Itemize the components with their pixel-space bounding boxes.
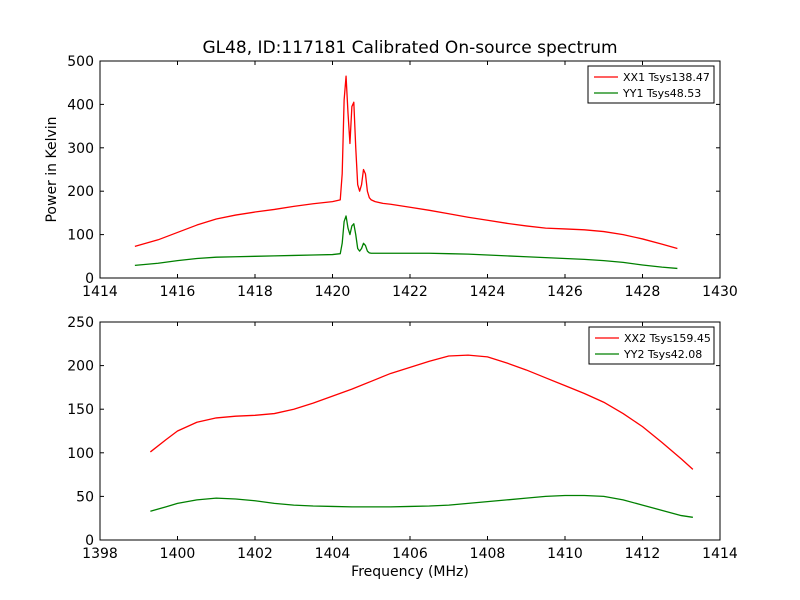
series-line-1-2 <box>134 215 678 270</box>
y-tick-label: 300 <box>67 141 94 157</box>
legend-1: XX1 Tsys138.47 YY1 Tsys48.53 <box>587 65 715 104</box>
y-tick-label: 250 <box>67 315 94 331</box>
panel-2: 1398 1400 1402 1404 1406 1408 1410 1412 1414 0 50 1… <box>67 315 738 580</box>
y-tick-label: 400 <box>67 97 94 113</box>
x-tick-label: 1408 <box>470 546 506 562</box>
panel-1: 1414 1416 1418 1420 1422 1424 1426 1428 1430 0 100… <box>44 54 738 300</box>
series-line-2-2 <box>150 494 693 518</box>
x-tick-label: 1418 <box>237 284 273 300</box>
x-tick-label: 1424 <box>470 284 506 300</box>
x-tick-label: 1404 <box>315 546 351 562</box>
x-tick-label: 1414 <box>702 546 738 562</box>
y-tick-label: 100 <box>67 228 94 244</box>
y-tick-label: 200 <box>67 359 94 375</box>
x-tick-label: 1412 <box>625 546 661 562</box>
x-tick-label: 1426 <box>547 284 583 300</box>
x-tick-label: 1402 <box>237 546 273 562</box>
y-tick-label: 100 <box>67 446 94 462</box>
x-tick-label: 1430 <box>702 284 738 300</box>
x-tick-label: 1428 <box>625 284 661 300</box>
x-tick-label: 1416 <box>160 284 196 300</box>
y-axis-title: Power in Kelvin <box>44 116 60 222</box>
y-tick-label: 200 <box>67 184 94 200</box>
legend-label: XX1 Tsys138.47 <box>623 71 710 84</box>
legend-2: XX2 Tsys159.45 YY2 Tsys42.08 <box>588 326 715 365</box>
y-tick-label: 50 <box>76 489 94 505</box>
x-axis-title: Frequency (MHz) <box>351 564 469 580</box>
x-tick-label: 1410 <box>547 546 583 562</box>
legend-label: XX2 Tsys159.45 <box>624 332 711 345</box>
legend-box <box>588 326 715 365</box>
chart-title: GL48, ID:117181 Calibrated On-source spe… <box>202 38 617 58</box>
y-tick-label: 500 <box>67 54 94 70</box>
legend-box <box>587 65 715 104</box>
legend-label: YY2 Tsys42.08 <box>623 348 702 361</box>
x-tick-label: 1420 <box>315 284 351 300</box>
x-tick-label: 1422 <box>392 284 428 300</box>
x-tick-label: 1406 <box>392 546 428 562</box>
legend-label: YY1 Tsys48.53 <box>622 87 701 100</box>
x-tick-label: 1398 <box>82 546 118 562</box>
y-tick-label: 0 <box>85 271 94 287</box>
series-line-2-1 <box>149 354 694 470</box>
x-tick-label: 1400 <box>160 546 196 562</box>
y-tick-label: 150 <box>67 402 94 418</box>
x-tick-label: 1414 <box>82 284 118 300</box>
y-tick-label: 0 <box>85 533 94 549</box>
series-line-1-1 <box>134 75 678 250</box>
